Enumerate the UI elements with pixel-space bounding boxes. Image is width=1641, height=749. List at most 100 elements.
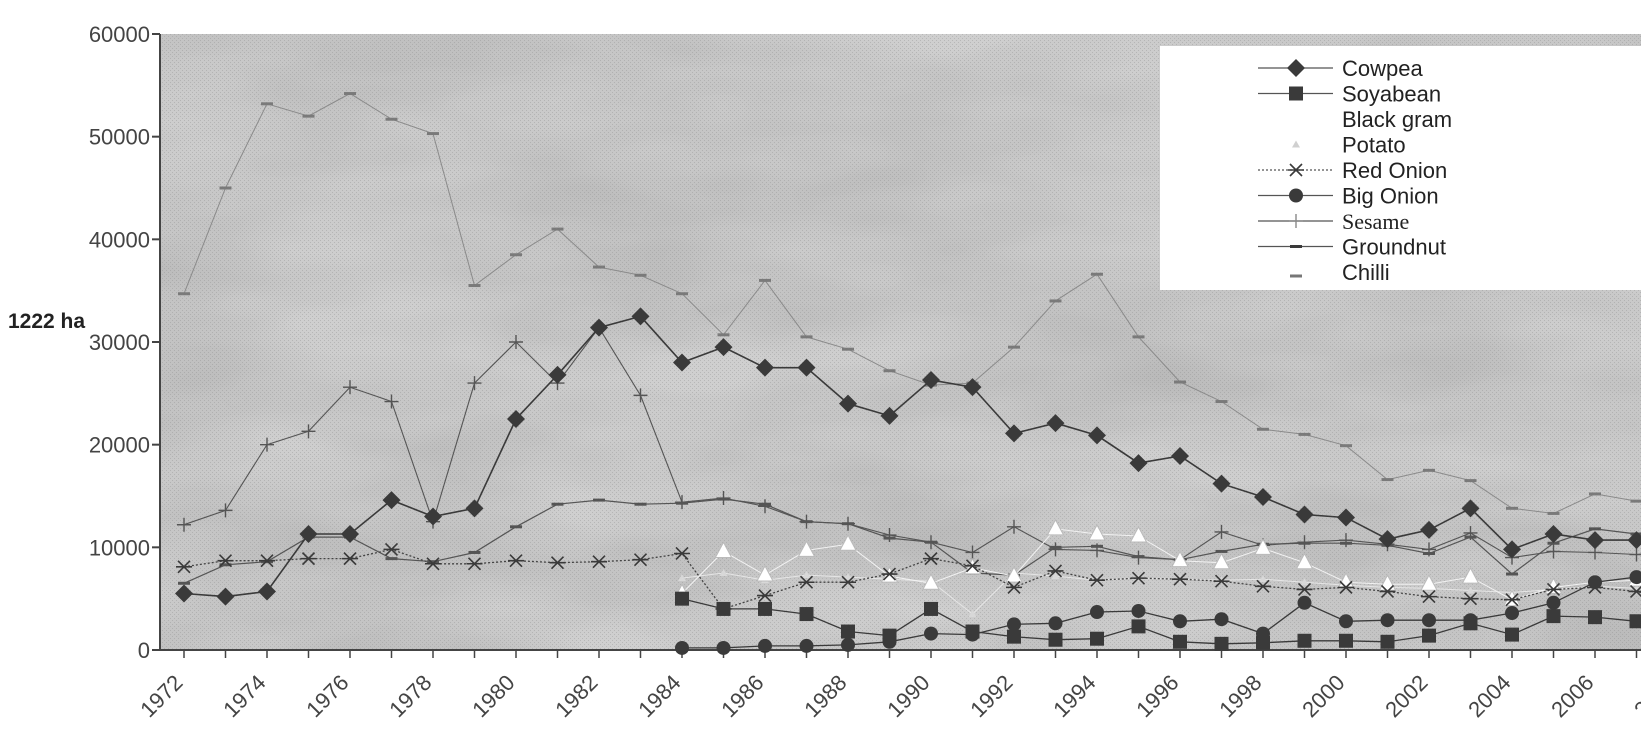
x-tick-label: 1992	[965, 670, 1017, 722]
x-tick-label: 1982	[550, 670, 602, 722]
soyabean-point	[1214, 636, 1229, 651]
cowpea-point	[1212, 474, 1231, 493]
cowpea-point	[1171, 446, 1189, 465]
legend-label-big-onion: Big Onion	[1342, 184, 1439, 209]
black-gram-point	[1171, 550, 1189, 568]
soyabean-point	[1588, 610, 1602, 625]
big-onion-point	[1131, 603, 1146, 618]
big-onion-point	[716, 640, 731, 655]
cowpea-point	[175, 584, 193, 603]
big-onion-point	[1588, 575, 1602, 590]
cowpea-point	[341, 524, 359, 543]
x-tick-label: 1988	[799, 670, 851, 722]
sesame-point	[1214, 524, 1229, 539]
legend-soyabean-point	[1289, 86, 1303, 101]
big-onion-point	[1214, 612, 1229, 627]
legend-label-soyabean: Soyabean	[1342, 82, 1441, 107]
big-onion-point	[1007, 617, 1021, 632]
cowpea-point	[1254, 488, 1272, 507]
black-gram-point	[1088, 523, 1106, 541]
cowpea-point	[1420, 520, 1438, 539]
x-tick-label: 2006	[1546, 670, 1598, 722]
y-tick-label: 0	[138, 638, 150, 663]
red-onion-point	[1379, 584, 1396, 599]
red-onion-point	[217, 554, 234, 568]
red-onion-point	[1462, 592, 1479, 606]
soyabean-point	[716, 601, 731, 616]
soyabean-point	[1546, 609, 1561, 624]
cowpea-point	[424, 507, 442, 526]
soyabean-point	[1339, 633, 1353, 648]
cowpea-point	[1088, 426, 1106, 445]
black-gram-point	[839, 534, 857, 551]
x-tick-label: 2000	[1297, 670, 1349, 722]
x-tick-label: 1986	[716, 670, 768, 722]
legend-label-chilli: Chilli	[1342, 260, 1390, 285]
sesame-point	[1007, 519, 1021, 534]
cowpea-point	[590, 318, 608, 337]
black-gram-point	[1295, 552, 1314, 570]
red-onion-point	[425, 557, 441, 571]
black-gram-point	[1129, 525, 1148, 543]
black-gram-point	[797, 540, 816, 557]
red-onion-point	[798, 575, 815, 589]
cowpea-point	[1461, 499, 1480, 518]
y-tick-label: 40000	[89, 227, 150, 252]
big-onion-point	[1422, 613, 1436, 628]
cowpea-point	[756, 358, 774, 377]
y-tick-label: 10000	[89, 535, 150, 560]
red-onion-point	[923, 552, 939, 566]
sesame-point	[301, 424, 316, 439]
red-onion-point	[840, 575, 856, 589]
red-onion-point	[1338, 580, 1354, 594]
series-layer	[175, 92, 1641, 655]
sesame-point	[384, 394, 399, 409]
cowpea-point	[1586, 531, 1604, 550]
x-tick-label: 1976	[301, 670, 353, 722]
soyabean-point	[1048, 632, 1063, 647]
big-onion-point	[924, 626, 938, 641]
series-cowpea	[175, 307, 1641, 606]
red-onion-point	[342, 552, 358, 566]
sesame-point	[260, 437, 274, 452]
potato-point	[1466, 586, 1475, 594]
cowpea-point	[922, 370, 940, 389]
soyabean-point	[675, 591, 689, 606]
cowpea-point	[1544, 524, 1563, 543]
cowpea-point	[548, 365, 567, 384]
red-onion-point	[591, 555, 607, 569]
legend-cowpea-point	[1287, 59, 1305, 77]
big-onion-point	[1339, 614, 1353, 629]
y-tick-label: 20000	[89, 433, 150, 458]
red-onion-point	[1047, 564, 1064, 578]
legend-label-sesame: Sesame	[1342, 209, 1409, 234]
cowpea-point	[258, 582, 276, 601]
soyabean-point	[1297, 633, 1312, 648]
cowpea-point	[1503, 540, 1521, 559]
x-tick-label: 1994	[1048, 670, 1100, 722]
black-gram-point	[1046, 518, 1065, 536]
big-onion-point	[1380, 613, 1395, 628]
red-onion-point	[1172, 572, 1188, 586]
red-onion-point	[757, 589, 773, 603]
sesame-point	[1629, 547, 1641, 562]
big-onion-point	[841, 637, 855, 652]
soyabean-point	[1463, 616, 1478, 631]
red-onion-point	[1504, 593, 1520, 607]
soyabean-point	[841, 624, 855, 639]
soyabean-point	[882, 628, 897, 643]
x-tick-label: 1980	[467, 670, 519, 722]
soyabean-point	[1173, 634, 1187, 649]
black-gram-point	[1212, 552, 1231, 570]
soyabean-point	[1629, 614, 1641, 629]
sesame-point	[177, 517, 191, 532]
cowpea-point	[1046, 414, 1065, 433]
soyabean-point	[924, 601, 938, 616]
sesame-point	[509, 335, 523, 349]
sesame-point	[467, 376, 482, 391]
y-tick-label: 30000	[89, 330, 150, 355]
big-onion-point	[1048, 616, 1063, 631]
black-gram-point	[1503, 589, 1521, 607]
